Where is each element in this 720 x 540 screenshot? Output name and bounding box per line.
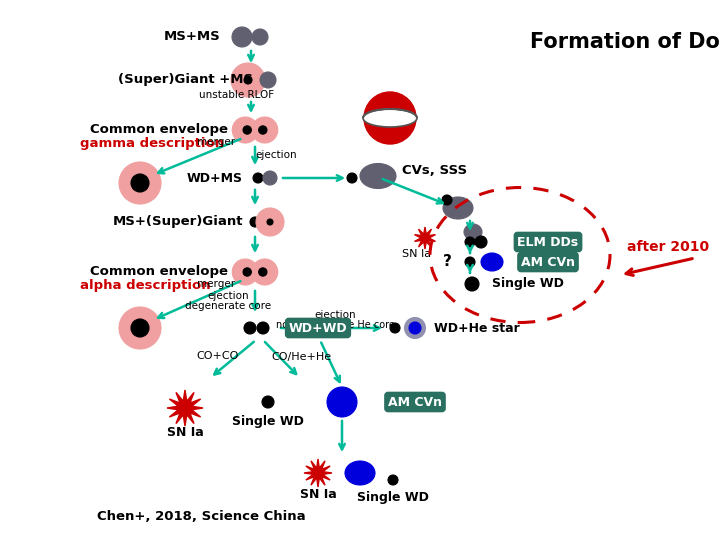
Text: merger: merger [197,279,235,289]
Ellipse shape [443,197,473,219]
Polygon shape [304,459,332,487]
Text: CVs, SSS: CVs, SSS [402,164,467,177]
Text: Single WD: Single WD [357,490,429,503]
Text: CO/He+He: CO/He+He [271,352,331,362]
Text: ejection: ejection [314,310,356,320]
Text: gamma description: gamma description [80,137,224,150]
Circle shape [258,126,267,134]
Circle shape [244,322,256,334]
Circle shape [465,277,479,291]
Text: ?: ? [443,254,451,269]
Text: degenerate core: degenerate core [185,301,271,311]
Text: Chen+, 2018, Science China: Chen+, 2018, Science China [97,510,305,523]
Circle shape [388,475,398,485]
Text: AM CVn: AM CVn [388,395,442,408]
Text: WD+MS: WD+MS [187,172,243,185]
Text: CO+CO: CO+CO [197,351,239,361]
Circle shape [250,217,260,227]
Text: Common envelope: Common envelope [90,266,228,279]
Text: ejection: ejection [255,150,297,160]
Circle shape [442,195,452,205]
Circle shape [243,268,251,276]
Circle shape [475,236,487,248]
Circle shape [347,173,357,183]
Text: non-degenerate He core: non-degenerate He core [276,320,395,330]
Circle shape [465,237,475,247]
Ellipse shape [360,164,396,188]
Circle shape [256,208,284,236]
Circle shape [244,76,252,84]
Text: Common envelope: Common envelope [90,124,228,137]
Text: AM CVn: AM CVn [521,255,575,268]
Circle shape [390,323,400,333]
Text: unstable RLOF: unstable RLOF [199,90,274,100]
Text: merger: merger [197,137,235,147]
Text: ejection: ejection [207,291,249,301]
Polygon shape [415,227,436,249]
Circle shape [258,268,267,276]
Circle shape [119,307,161,349]
Circle shape [253,173,263,183]
Text: SN Ia: SN Ia [300,488,336,501]
Text: Formation of Double Degenerates: Formation of Double Degenerates [530,32,720,52]
Text: alpha description: alpha description [80,279,211,292]
Circle shape [131,174,149,192]
Circle shape [364,92,416,144]
Text: WD+He star: WD+He star [434,321,520,334]
Circle shape [262,396,274,408]
Text: WD+WD: WD+WD [289,321,347,334]
Circle shape [267,219,273,225]
Text: (Super)Giant +MS: (Super)Giant +MS [118,73,253,86]
Circle shape [263,171,277,185]
Circle shape [405,318,425,338]
Circle shape [327,387,357,417]
Circle shape [233,259,258,285]
Circle shape [243,126,251,134]
Circle shape [131,319,149,337]
Circle shape [409,322,421,334]
Circle shape [233,117,258,143]
Text: Single WD: Single WD [232,415,304,429]
Ellipse shape [363,109,417,127]
Circle shape [252,259,278,285]
Text: MS+(Super)Giant: MS+(Super)Giant [113,215,243,228]
Circle shape [260,72,276,88]
Circle shape [257,322,269,334]
Circle shape [252,117,278,143]
Text: SN Ia: SN Ia [166,426,203,438]
Text: ELM DDs: ELM DDs [518,235,579,248]
Circle shape [232,27,252,47]
Circle shape [252,29,268,45]
Ellipse shape [464,224,482,240]
Circle shape [119,162,161,204]
Text: SN Ia: SN Ia [402,249,431,259]
Ellipse shape [345,461,375,485]
Text: MS+MS: MS+MS [163,30,220,44]
Circle shape [231,63,265,97]
Circle shape [465,257,475,267]
Polygon shape [167,390,203,426]
Text: Single WD: Single WD [492,278,564,291]
Ellipse shape [481,253,503,271]
Text: after 2010: after 2010 [627,240,709,254]
